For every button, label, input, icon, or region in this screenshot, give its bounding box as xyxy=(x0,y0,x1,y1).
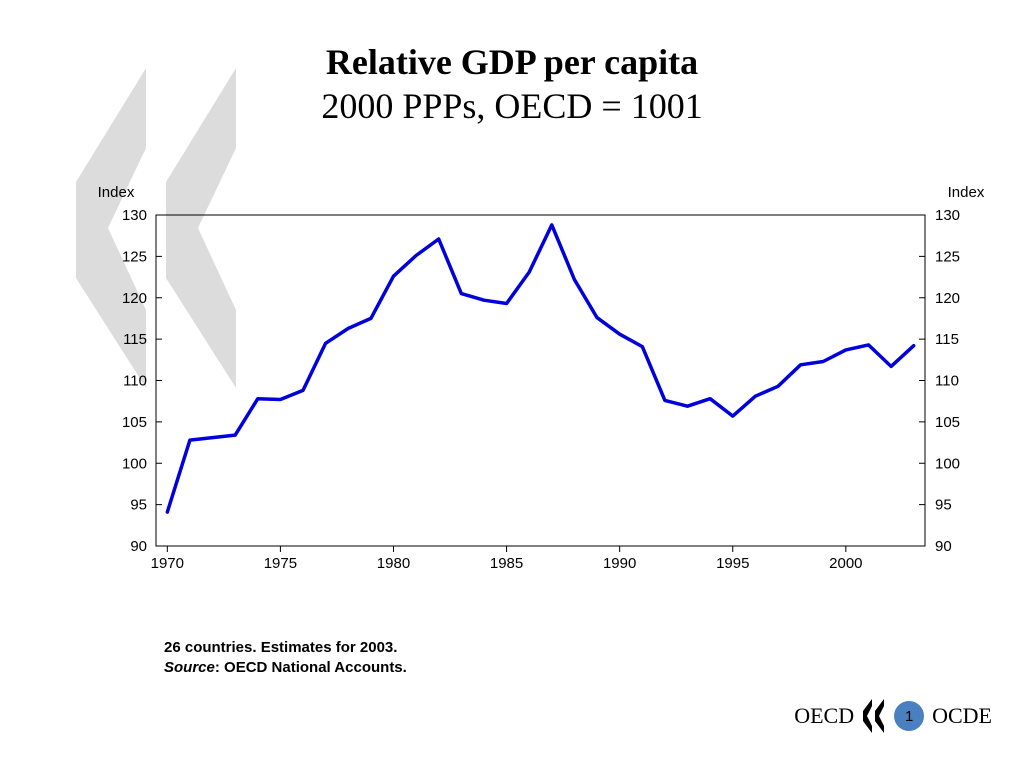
y-tick-label-left: 90 xyxy=(130,538,147,555)
x-tick-label: 2000 xyxy=(829,555,862,572)
y-tick-label-right: 105 xyxy=(935,414,960,431)
chart-title-block: Relative GDP per capita 2000 PPPs, OECD … xyxy=(0,40,1024,128)
plot-frame xyxy=(155,214,926,547)
y-tick-label-left: 110 xyxy=(123,373,147,390)
y-tick-label-right: 90 xyxy=(935,538,952,555)
watermark-chevron-left xyxy=(76,68,146,388)
chart-notes: 26 countries. Estimates for 2003. Source… xyxy=(164,638,407,678)
brand-oecd: OECD xyxy=(794,703,855,728)
watermark-chevron-right xyxy=(166,68,236,388)
x-ticks: 1970 1975 1980 1985 1990 1995 2000 xyxy=(151,546,863,572)
y-ticks-left: 90 95 100 105 110 115 120 125 130 xyxy=(122,207,162,555)
y-tick-label-right: 95 xyxy=(935,497,952,514)
y-tick-label-left: 130 xyxy=(122,207,147,224)
chart-subtitle: 2000 PPPs, OECD = 1001 xyxy=(321,86,703,126)
y-tick-label-left: 125 xyxy=(122,248,147,265)
chart-title: Relative GDP per capita xyxy=(325,42,699,82)
series-group xyxy=(165,223,916,514)
y-tick-label-left: 120 xyxy=(122,290,147,307)
page-number-badge: 1 xyxy=(894,701,925,731)
note-countries: 26 countries. Estimates for 2003. xyxy=(164,639,398,656)
x-tick-label: 1995 xyxy=(716,555,749,572)
y-tick-label-left: 95 xyxy=(130,497,147,514)
y-tick-label-right: 110 xyxy=(935,373,959,390)
brand-ocde: OCDE xyxy=(932,703,992,728)
source-text: : OECD National Accounts. xyxy=(214,659,407,676)
y-tick-label-left: 100 xyxy=(122,455,147,472)
y-tick-label-left: 115 xyxy=(123,331,147,348)
oecd-chevron-icon xyxy=(863,699,885,733)
x-tick-label: 1985 xyxy=(490,555,523,572)
footer-branding: OECD 1 OCDE xyxy=(794,698,992,734)
source-label: Source xyxy=(164,659,215,676)
series-line xyxy=(165,223,916,514)
y-axis-label-right: Index xyxy=(948,184,985,201)
y-axis-label-left: Index xyxy=(98,184,135,201)
x-tick-label: 1975 xyxy=(264,555,297,572)
y-tick-label-right: 100 xyxy=(935,455,960,472)
y-tick-label-right: 130 xyxy=(935,207,960,224)
y-ticks-right: 90 95 100 105 110 115 120 125 130 xyxy=(919,207,960,555)
y-tick-label-left: 105 xyxy=(122,414,147,431)
x-tick-label: 1990 xyxy=(603,555,636,572)
note-source: Source: OECD National Accounts. xyxy=(164,658,407,678)
x-tick-label: 1970 xyxy=(151,555,184,572)
x-tick-label: 1980 xyxy=(377,555,410,572)
y-tick-label-right: 120 xyxy=(935,290,960,307)
y-tick-label-right: 115 xyxy=(935,331,959,348)
y-tick-label-right: 125 xyxy=(935,248,960,265)
